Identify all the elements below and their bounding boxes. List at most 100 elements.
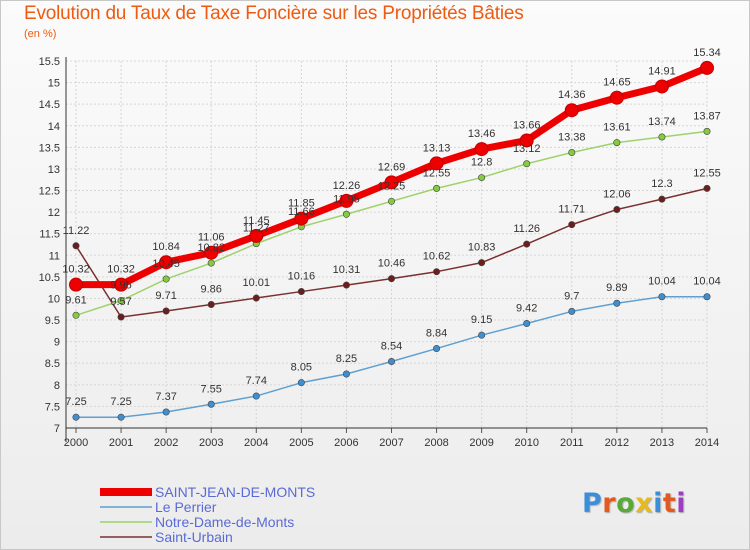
y-tick-label: 10 — [48, 293, 60, 305]
data-point-le-perrier — [162, 408, 170, 416]
data-label-le-perrier: 7.37 — [155, 391, 176, 403]
data-label-saint-urbain: 9.86 — [201, 284, 222, 296]
data-point-saint-jean-de-monts — [564, 103, 579, 118]
data-label-notre-dame-de-monts: 10.82 — [197, 242, 225, 254]
data-label-notre-dame-de-monts: 12.8 — [471, 157, 492, 169]
data-label-le-perrier: 7.74 — [246, 375, 267, 387]
data-label-saint-jean-de-monts: 10.32 — [107, 264, 135, 276]
data-label-le-perrier: 9.15 — [471, 314, 492, 326]
data-label-saint-urbain: 11.22 — [63, 225, 90, 237]
x-tick-label: 2008 — [424, 437, 448, 449]
data-point-saint-jean-de-monts — [249, 228, 264, 243]
data-label-saint-jean-de-monts: 11.45 — [243, 215, 270, 227]
data-point-le-perrier — [658, 293, 666, 301]
data-label-le-perrier: 7.25 — [110, 396, 131, 408]
data-point-notre-dame-de-monts — [433, 184, 441, 192]
data-point-le-perrier — [207, 400, 215, 408]
x-tick-label: 2001 — [109, 437, 133, 449]
data-label-notre-dame-de-monts: 13.12 — [513, 143, 541, 155]
x-tick-label: 2012 — [605, 437, 629, 449]
data-point-saint-urbain — [117, 313, 125, 321]
legend-label: SAINT-JEAN-DE-MONTS — [155, 484, 315, 500]
data-point-saint-urbain — [478, 259, 486, 267]
data-point-saint-jean-de-monts — [69, 277, 83, 292]
data-point-saint-urbain — [162, 307, 170, 315]
data-point-notre-dame-de-monts — [72, 311, 80, 319]
data-point-le-perrier — [478, 331, 486, 339]
data-label-le-perrier: 10.04 — [693, 276, 721, 288]
x-tick-label: 2004 — [244, 437, 268, 449]
data-label-saint-jean-de-monts: 10.84 — [152, 241, 180, 253]
data-label-notre-dame-de-monts: 13.74 — [648, 116, 676, 128]
data-label-le-perrier: 8.54 — [381, 341, 402, 353]
legend-label: Saint-Urbain — [155, 529, 233, 545]
data-label-le-perrier: 9.89 — [606, 282, 627, 294]
data-point-notre-dame-de-monts — [613, 139, 621, 147]
data-point-saint-urbain — [703, 184, 711, 192]
data-label-saint-jean-de-monts: 14.36 — [558, 89, 586, 101]
x-tick-label: 2014 — [695, 437, 719, 449]
x-tick-label: 2010 — [514, 437, 538, 449]
x-tick-label: 2005 — [289, 437, 313, 449]
data-label-notre-dame-de-monts: 11.95 — [333, 193, 360, 205]
data-label-notre-dame-de-monts: 10.45 — [152, 258, 180, 270]
data-label-saint-urbain: 10.46 — [378, 258, 406, 270]
x-tick-label: 2009 — [469, 437, 493, 449]
data-label-le-perrier: 9.7 — [564, 290, 579, 302]
data-label-notre-dame-de-monts: 12.25 — [378, 180, 406, 192]
x-tick-label: 2007 — [379, 437, 403, 449]
data-label-saint-jean-de-monts: 10.32 — [62, 264, 90, 276]
data-point-notre-dame-de-monts — [162, 275, 170, 283]
data-label-le-perrier: 8.84 — [426, 328, 447, 340]
data-point-saint-urbain — [523, 240, 531, 248]
data-label-saint-jean-de-monts: 11.06 — [198, 232, 225, 244]
data-point-saint-jean-de-monts — [159, 255, 174, 270]
data-point-saint-urbain — [252, 294, 260, 302]
legend-label: Notre-Dame-de-Monts — [155, 514, 294, 530]
data-label-saint-jean-de-monts: 12.26 — [333, 180, 361, 192]
data-label-le-perrier: 8.25 — [336, 353, 357, 365]
data-label-saint-urbain: 12.55 — [693, 167, 721, 179]
data-label-saint-jean-de-monts: 15.34 — [693, 47, 721, 59]
data-label-saint-urbain: 10.31 — [333, 264, 361, 276]
data-point-saint-urbain — [568, 221, 576, 229]
y-tick-label: 11 — [49, 250, 60, 262]
data-point-notre-dame-de-monts — [478, 174, 486, 182]
data-point-saint-urbain — [207, 301, 215, 309]
data-point-saint-jean-de-monts — [609, 90, 624, 105]
data-label-saint-jean-de-monts: 14.65 — [603, 77, 631, 89]
data-point-saint-urbain — [297, 288, 305, 296]
data-label-saint-urbain: 9.71 — [155, 290, 176, 302]
data-point-notre-dame-de-monts — [207, 259, 215, 267]
y-tick-label: 12.5 — [39, 186, 60, 198]
data-point-saint-jean-de-monts — [384, 175, 399, 190]
data-label-notre-dame-de-monts: 11.66 — [288, 206, 315, 218]
data-point-saint-jean-de-monts — [654, 79, 669, 94]
data-point-le-perrier — [72, 413, 80, 421]
logo-letter: o — [616, 488, 636, 519]
logo-letter: t — [662, 488, 677, 519]
data-label-saint-urbain: 12.3 — [651, 178, 672, 190]
data-label-saint-jean-de-monts: 12.69 — [378, 161, 406, 173]
proxiti-logo: Proxiti — [582, 488, 686, 519]
y-tick-label: 8 — [54, 380, 60, 392]
data-point-saint-jean-de-monts — [700, 60, 714, 75]
series-lines — [69, 60, 714, 421]
data-label-notre-dame-de-monts: 9.95 — [110, 280, 131, 292]
legend-label: Le Perrier — [155, 499, 217, 515]
data-point-saint-urbain — [72, 242, 80, 250]
logo-letter: i — [653, 488, 663, 519]
data-label-le-perrier: 10.04 — [648, 276, 676, 288]
data-label-notre-dame-de-monts: 13.38 — [558, 132, 586, 144]
data-label-saint-jean-de-monts: 13.66 — [513, 119, 541, 131]
data-point-saint-urbain — [387, 275, 395, 283]
data-label-le-perrier: 7.55 — [201, 383, 222, 395]
y-tick-label: 9 — [54, 337, 60, 349]
data-label-saint-jean-de-monts: 14.91 — [648, 65, 676, 77]
data-point-le-perrier — [387, 358, 395, 366]
data-point-le-perrier — [703, 293, 711, 301]
data-label-notre-dame-de-monts: 13.61 — [603, 122, 631, 134]
